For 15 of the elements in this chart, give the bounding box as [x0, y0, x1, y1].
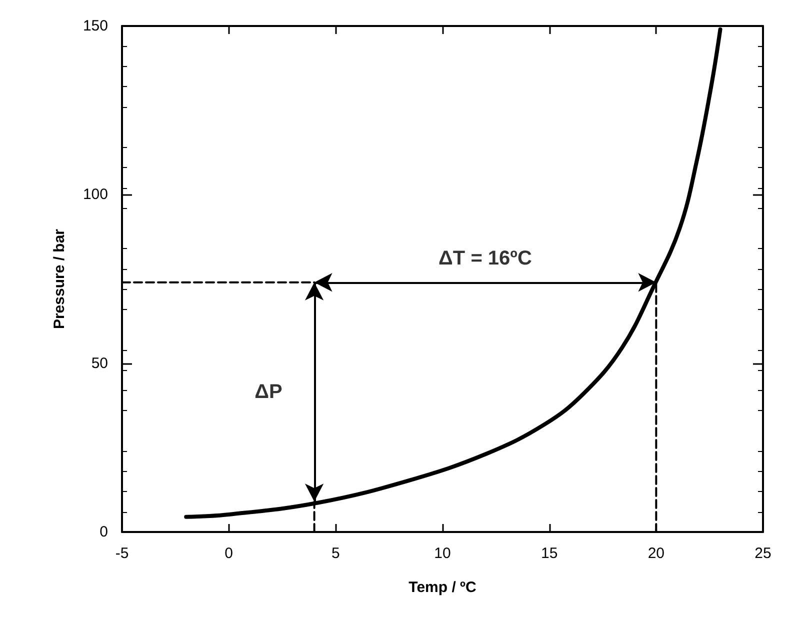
x-tick-label: 15 [540, 545, 558, 562]
y-tick-label: 150 [82, 18, 108, 34]
x-tick-label: 20 [648, 545, 665, 562]
y-tick-label: 100 [82, 186, 108, 204]
x-tick-label: 10 [434, 545, 451, 562]
x-tick-label: 25 [754, 545, 772, 562]
y-axis-title: Pressure / bar [51, 228, 68, 330]
y-tick-label: 50 [91, 354, 108, 372]
x-axis-title: Temp / ºC [408, 579, 477, 596]
annotation: ΔT = 16ºC [438, 247, 532, 270]
y-tick-label: 0 [100, 524, 108, 540]
x-tick-label: 5 [331, 545, 340, 562]
x-tick-label: 0 [224, 545, 234, 562]
annotation: ΔP [254, 381, 282, 404]
x-tick-label: -5 [115, 545, 129, 562]
